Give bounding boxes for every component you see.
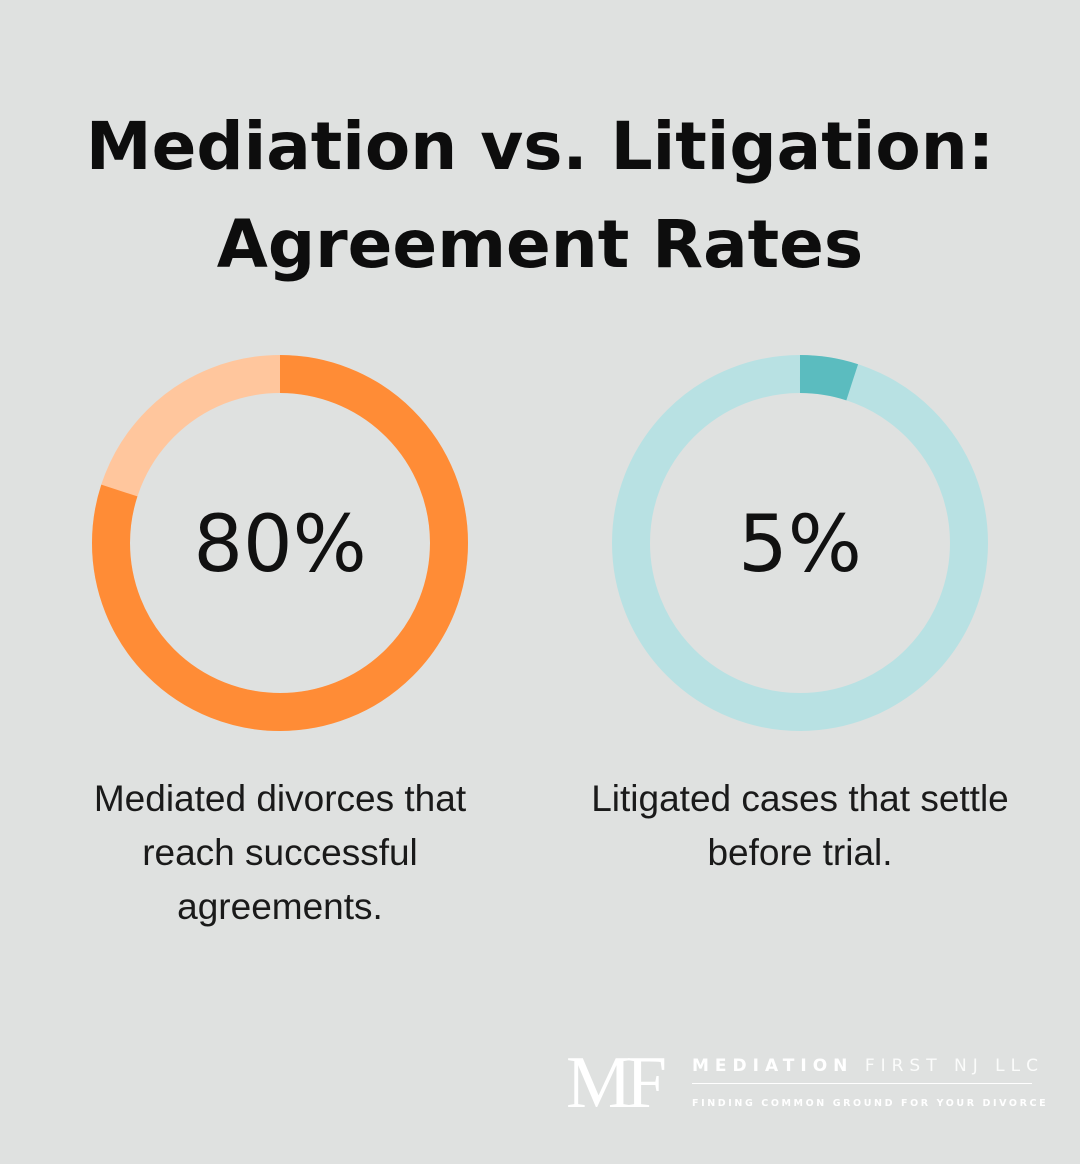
chart-title: Mediation vs. Litigation: Agreement Rate… xyxy=(85,108,995,283)
donut-label-0: 80% xyxy=(193,500,366,590)
donut-value-0 xyxy=(92,355,468,731)
logo-divider xyxy=(692,1083,1032,1084)
company-logo: MF MEDIATION FIRST NJ LLC FINDING COMMON… xyxy=(566,1046,1046,1120)
logo-name-bold: MEDIATION xyxy=(692,1056,854,1076)
logo-name-light: FIRST NJ LLC xyxy=(864,1056,1044,1076)
logo-name: MEDIATION FIRST NJ LLC xyxy=(692,1056,1044,1076)
logo-tagline: FINDING COMMON GROUND FOR YOUR DIVORCE xyxy=(692,1098,1049,1109)
donut-charts: 80% 5% xyxy=(92,355,988,731)
logo-mark: MF xyxy=(566,1042,667,1124)
donut-value-1 xyxy=(612,355,988,731)
donut-label-1: 5% xyxy=(738,500,862,590)
caption-mediation: Mediated divorces that reach successful … xyxy=(93,778,467,927)
caption-litigation: Litigated cases that settle before trial… xyxy=(591,778,1009,873)
